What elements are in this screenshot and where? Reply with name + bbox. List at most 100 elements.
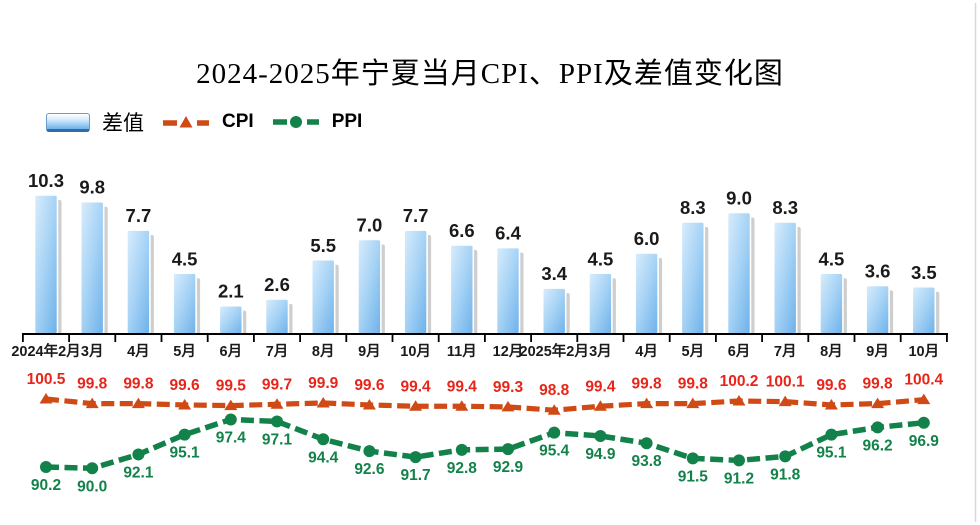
- bar-value-label: 7.0: [357, 215, 383, 236]
- category-label: 3月: [589, 343, 612, 360]
- bar: [911, 285, 937, 335]
- category-label: 10月: [400, 343, 431, 360]
- cpi-value-label: 100.4: [904, 372, 943, 389]
- bar: [680, 221, 706, 335]
- cpi-marker: [640, 397, 654, 409]
- cpi-marker: [824, 398, 838, 410]
- ppi-value-label: 96.9: [909, 433, 940, 450]
- bar: [772, 221, 798, 335]
- bar-value-label: 3.6: [865, 260, 891, 281]
- cpi-value-label: 100.1: [766, 374, 805, 391]
- cpi-marker: [871, 397, 885, 409]
- ppi-marker: [502, 443, 514, 456]
- ppi-marker: [733, 454, 745, 467]
- ppi-value-label: 91.5: [678, 468, 709, 485]
- cpi-marker: [686, 397, 700, 409]
- ppi-value-label: 97.1: [262, 431, 293, 448]
- bar: [310, 258, 336, 335]
- bar-value-label: 4.5: [819, 248, 845, 269]
- bar-value-label: 6.4: [495, 223, 521, 244]
- bar-value-label: 9.8: [79, 177, 105, 198]
- bar: [865, 284, 890, 335]
- cpi-value-label: 99.4: [447, 378, 478, 395]
- bar: [541, 287, 567, 335]
- ppi-marker: [825, 428, 838, 441]
- bar: [726, 211, 752, 335]
- cpi-value-label: 100.2: [720, 373, 759, 390]
- bar-value-label: 5.5: [310, 235, 336, 256]
- category-label: 7月: [774, 343, 797, 360]
- bar-value-label: 2.1: [218, 281, 244, 302]
- cpi-value-label: 99.6: [816, 377, 847, 394]
- cpi-marker: [455, 400, 469, 411]
- bar-value-label: 9.0: [726, 188, 752, 209]
- cpi-line: [45, 396, 925, 413]
- category-label: 3月: [81, 343, 104, 360]
- cpi-marker: [362, 398, 376, 410]
- cpi-marker: [778, 395, 792, 407]
- cpi-value-label: 99.8: [632, 376, 663, 393]
- bar-value-label: 7.7: [403, 205, 429, 226]
- ppi-marker: [86, 462, 99, 475]
- ppi-marker: [548, 426, 561, 439]
- bar: [264, 298, 290, 335]
- bar-value-label: 10.3: [28, 170, 64, 191]
- ppi-marker: [594, 429, 607, 442]
- bar-value-label: 4.5: [172, 248, 198, 269]
- legend-item-cpi: CPI: [162, 111, 254, 133]
- category-label: 9月: [358, 343, 381, 360]
- ppi-icon-circle: [289, 116, 302, 128]
- ppi-value-label: 97.4: [216, 429, 247, 446]
- bar: [449, 244, 475, 335]
- category-label: 11月: [447, 343, 477, 360]
- ppi-value-label: 96.2: [863, 437, 893, 454]
- bar: [357, 238, 382, 335]
- chart-legend: 差值 CPI PPI: [46, 107, 362, 137]
- legend-label-ppi: PPI: [331, 111, 363, 132]
- category-label: 5月: [682, 343, 705, 360]
- bar: [126, 229, 151, 335]
- cpi-value-label: 99.9: [308, 375, 339, 392]
- cpi-value-label: 99.3: [493, 379, 524, 396]
- bar: [634, 252, 659, 335]
- bar: [588, 272, 613, 335]
- bar: [172, 272, 197, 335]
- bar-value-label: 7.7: [126, 205, 152, 226]
- cpi-value-label: 99.4: [585, 378, 616, 395]
- bar-value-label: 2.6: [264, 274, 290, 295]
- cpi-value-label: 99.6: [170, 377, 201, 394]
- ppi-value-label: 94.4: [308, 449, 339, 466]
- category-label: 8月: [820, 343, 843, 360]
- bar: [218, 304, 244, 335]
- ppi-marker: [317, 433, 330, 446]
- category-label: 4月: [635, 343, 658, 360]
- ppi-value-label: 95.1: [170, 445, 201, 462]
- cpi-value-label: 99.8: [678, 376, 709, 393]
- bar: [819, 272, 844, 335]
- category-label: 10月: [908, 343, 939, 360]
- cpi-value-label: 99.4: [401, 378, 432, 395]
- cpi-value-label: 99.8: [863, 376, 894, 393]
- ppi-marker: [640, 437, 653, 450]
- cpi-marker: [316, 396, 330, 408]
- cpi-value-label: 98.8: [539, 382, 570, 399]
- category-label: 7月: [266, 343, 289, 360]
- cpi-marker: [917, 393, 931, 405]
- bar-value-label: 6.0: [634, 228, 660, 249]
- bar-value-label: 6.6: [449, 220, 475, 241]
- ppi-marker: [224, 413, 237, 426]
- category-label: 5月: [173, 343, 196, 360]
- cpi-marker: [85, 397, 99, 409]
- legend-item-diff: 差值: [46, 107, 144, 137]
- cpi-value-label: 99.7: [262, 376, 292, 393]
- cpi-value-label: 99.8: [77, 376, 108, 393]
- ppi-marker: [917, 416, 930, 429]
- cpi-marker: [270, 398, 284, 409]
- cpi-marker: [224, 399, 238, 411]
- bar: [403, 229, 428, 335]
- category-label: 6月: [220, 343, 243, 360]
- ppi-value-label: 92.6: [354, 461, 385, 478]
- cpi-line-icon: [163, 116, 209, 128]
- category-label: 6月: [728, 343, 751, 360]
